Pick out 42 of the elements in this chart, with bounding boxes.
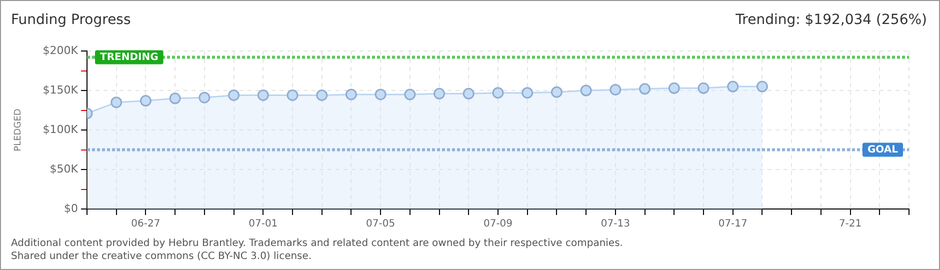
point [110, 96, 122, 108]
point [316, 89, 328, 101]
point [522, 87, 534, 99]
y-tick-label: $150K [42, 83, 79, 96]
point [140, 95, 152, 107]
point [727, 80, 739, 92]
point [434, 88, 446, 100]
ref-line-label: TRENDING [100, 52, 158, 63]
point [198, 92, 210, 104]
point [228, 89, 240, 101]
x-tick-label: 7-21 [838, 218, 862, 230]
point [286, 89, 298, 101]
text: Shared under the creative commons (CC BY-NC 3.0) license. [11, 250, 313, 263]
y-axis-title: PLEDGED [14, 108, 24, 152]
point [345, 88, 357, 100]
text: Additional content provided by Hebru Brantley. Trademarks and related content are owned by their respective companies. [11, 237, 623, 250]
y-tick-label: $50K [50, 162, 79, 176]
point [374, 88, 386, 100]
point [610, 84, 622, 96]
x-tick-label: 06-27 [131, 218, 160, 230]
x-tick-label: 07-17 [718, 218, 748, 230]
point [169, 92, 181, 104]
point [404, 88, 416, 100]
x-tick-label: 07-09 [483, 218, 513, 230]
x-tick-label: 07-05 [366, 218, 396, 230]
chart-subtitle: Trending: $192,034 (256%) [736, 12, 927, 28]
point [257, 89, 269, 101]
point [492, 87, 504, 99]
point [550, 86, 562, 98]
x-tick-label: 07-01 [248, 218, 278, 230]
point [668, 82, 680, 94]
y-tick-label: $100K [42, 122, 79, 136]
point [698, 82, 710, 94]
point [639, 83, 651, 95]
y-tick-label: $0 [64, 202, 78, 215]
point [580, 84, 592, 96]
point [462, 88, 474, 100]
chart-title: Funding Progress [11, 12, 131, 28]
point [756, 80, 768, 92]
ref-line-label: GOAL [867, 144, 899, 156]
y-tick-label: $200K [42, 44, 79, 57]
x-tick-label: 07-13 [600, 218, 630, 230]
